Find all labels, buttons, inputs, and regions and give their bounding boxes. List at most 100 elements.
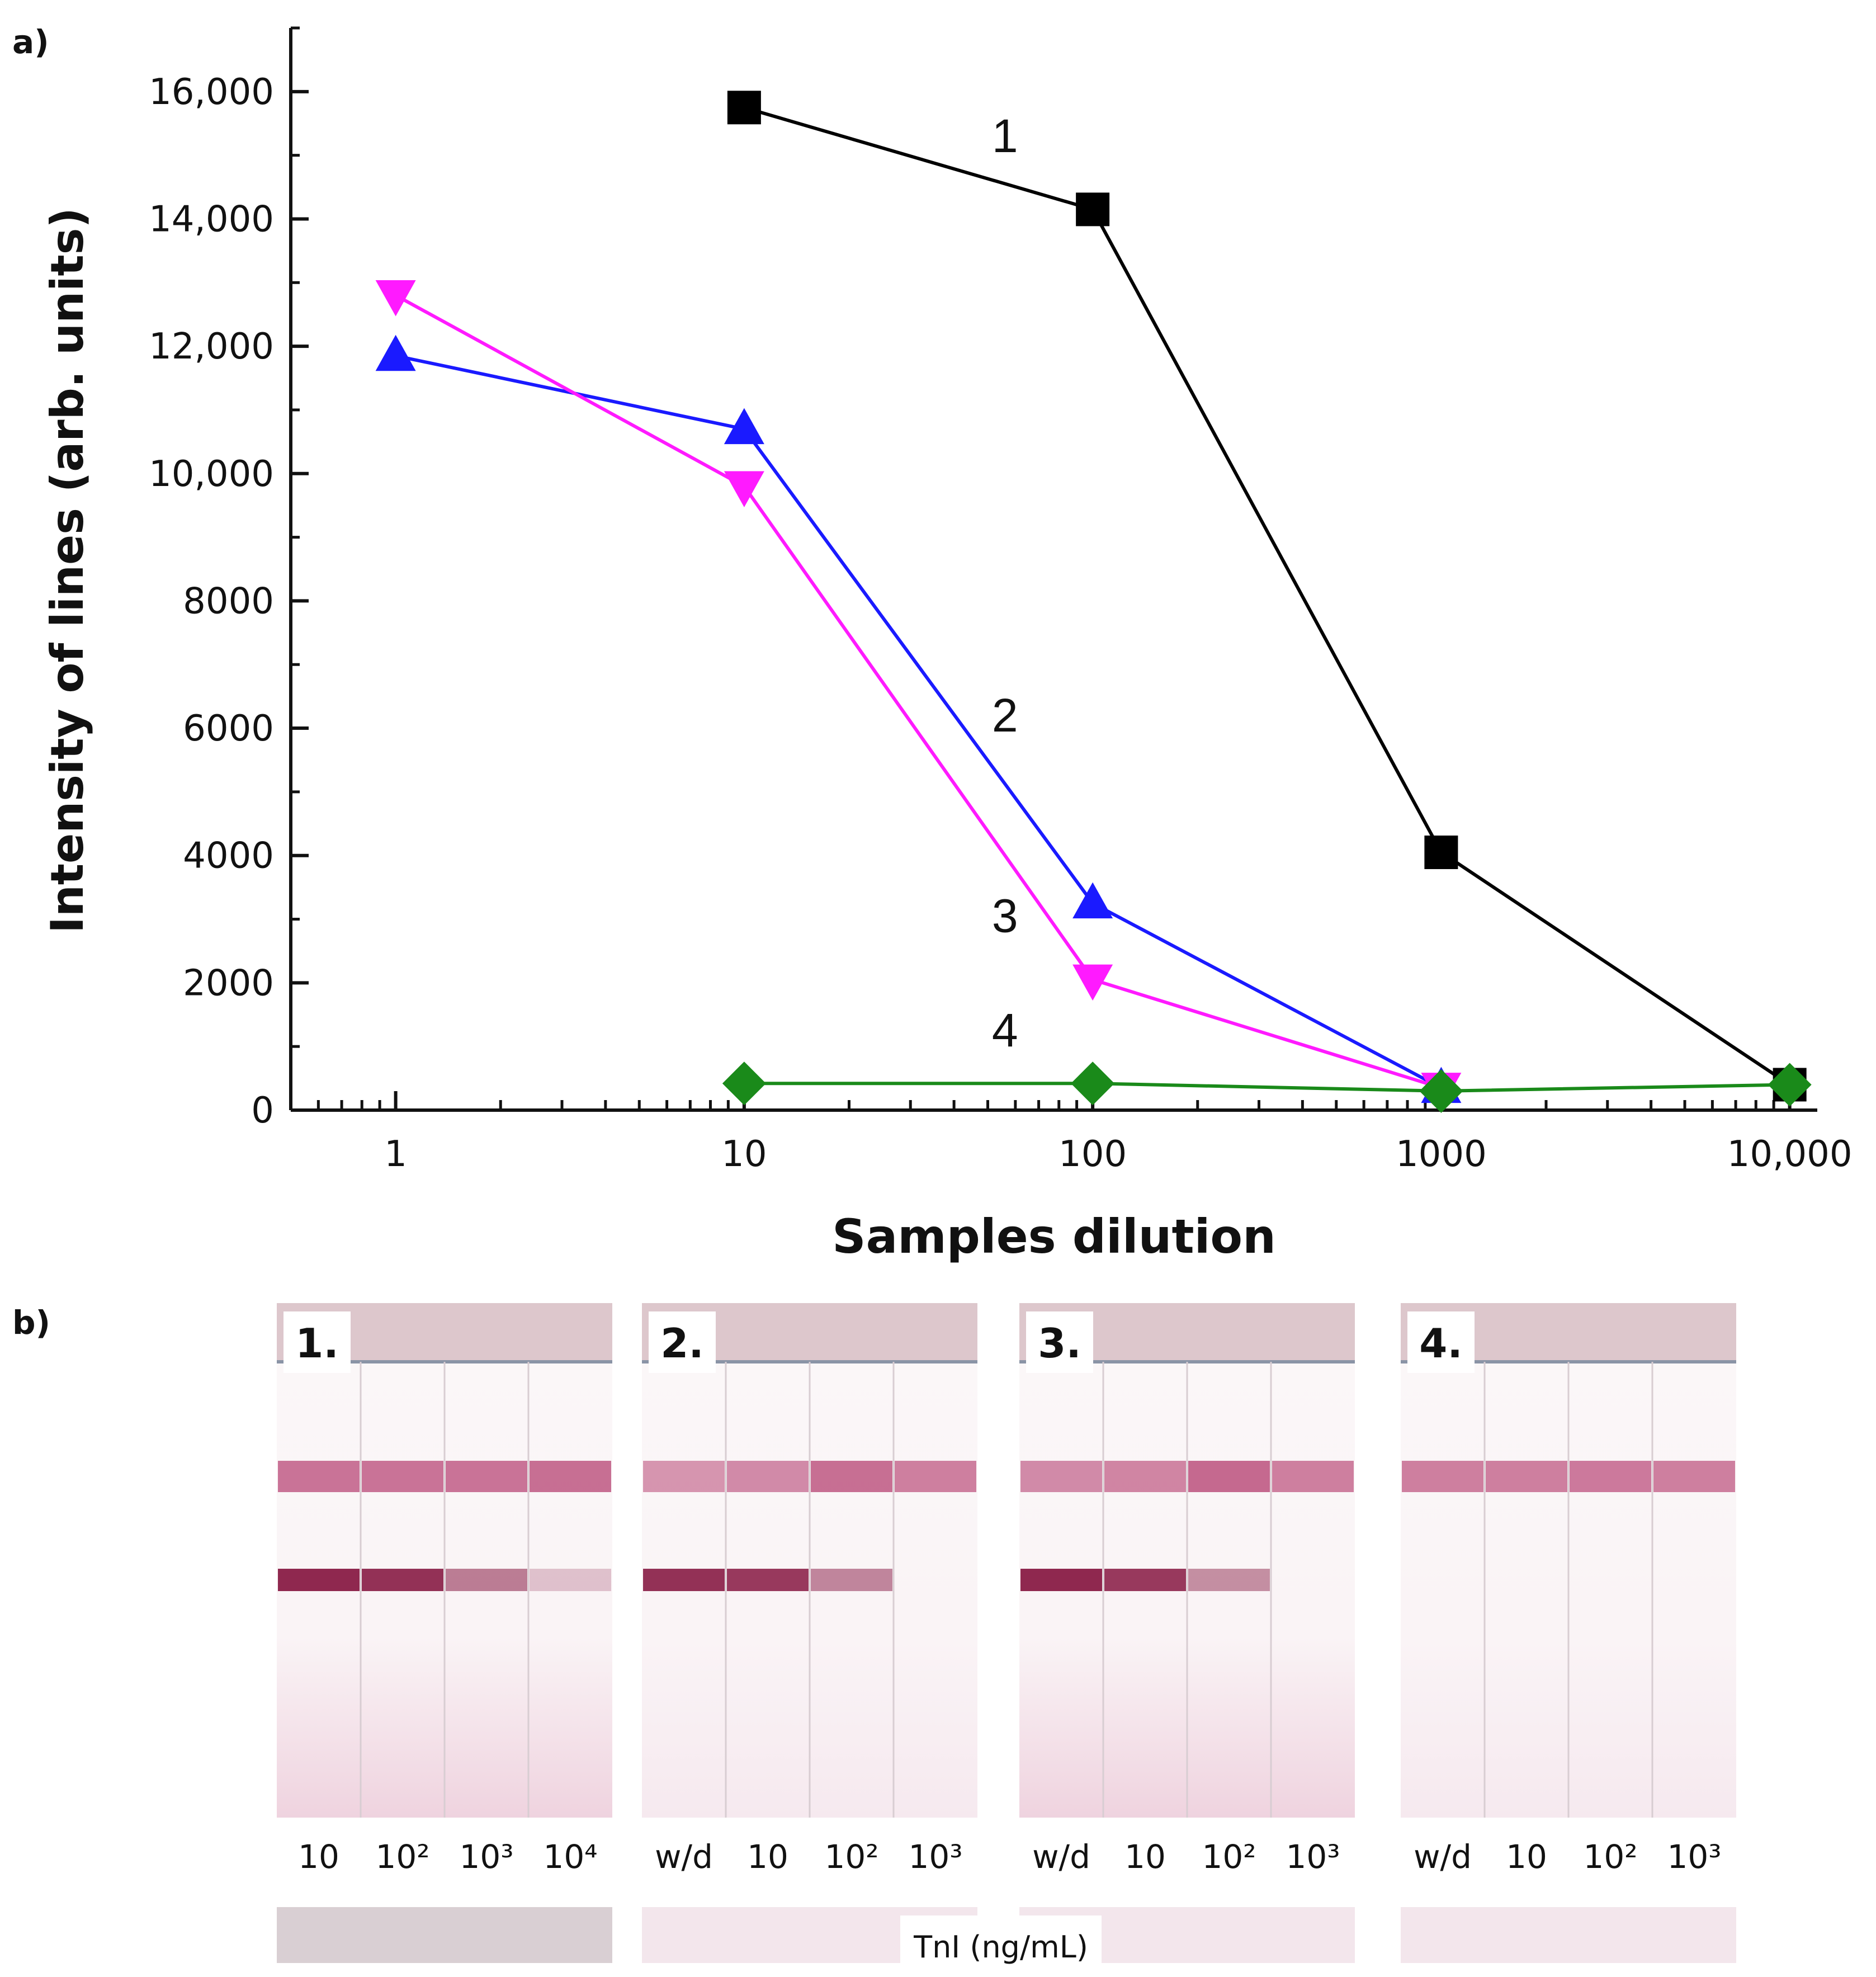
series-1: 1 (727, 91, 1807, 1102)
label-band (1019, 1818, 1355, 1890)
test-line (643, 1569, 725, 1591)
data-point-1-1 (1076, 192, 1110, 227)
control-line (1188, 1461, 1270, 1492)
y-tick-label: 16,000 (149, 72, 274, 113)
series-label-2: 2 (992, 689, 1018, 742)
control-line (727, 1461, 809, 1492)
test-line (727, 1569, 809, 1591)
x-axis-label: Samples dilution (832, 1209, 1276, 1264)
strip-bottom (1401, 1907, 1736, 1963)
y-tick-label: 6000 (183, 708, 274, 749)
control-line (530, 1461, 611, 1492)
data-point-3-1 (724, 471, 764, 508)
lane-label: 10 (1506, 1838, 1547, 1876)
strip-2: w/d 10 10² 10³ 2. (642, 1303, 977, 1963)
lane-label: w/d (1414, 1838, 1472, 1876)
data-point-4-3 (1768, 1063, 1812, 1107)
control-line (278, 1461, 360, 1492)
x-tick-label: 100 (1059, 1134, 1127, 1175)
strip-4: w/d 10 10² 10³ 4. (1401, 1303, 1736, 1963)
panel-label-a: a) (12, 23, 49, 61)
strip-number: 4. (1419, 1320, 1462, 1367)
strip-number: 2. (660, 1320, 703, 1367)
lane-label: 10² (1583, 1838, 1637, 1876)
x-tick-label: 1000 (1396, 1134, 1487, 1175)
test-line (1020, 1569, 1102, 1591)
strip-number-box (283, 1311, 351, 1373)
caption-box (900, 1915, 1102, 1971)
lane-label: 10 (747, 1838, 788, 1876)
strip-number: 3. (1038, 1320, 1081, 1367)
y-tick-label: 8000 (183, 581, 274, 622)
data-point-2-1 (724, 408, 764, 445)
series-3: 3 (375, 280, 1462, 1109)
control-line (1104, 1461, 1186, 1492)
lane-label: 10² (1202, 1838, 1256, 1876)
data-point-2-2 (1072, 882, 1113, 919)
data-point-3-2 (1072, 964, 1113, 1001)
lane-label: 10² (824, 1838, 878, 1876)
series-line-2 (395, 354, 1442, 1089)
strip-1: 10 10² 10³ 10⁴ 1. (277, 1303, 612, 1963)
data-point-2-0 (375, 334, 416, 371)
test-line (278, 1569, 360, 1591)
strip-number-box (1026, 1311, 1093, 1373)
series-2: 2 (375, 334, 1462, 1103)
x-tick-label: 10 (721, 1134, 767, 1175)
strip-number: 1. (295, 1320, 338, 1367)
control-line (643, 1461, 725, 1492)
y-tick-label: 14,000 (149, 199, 274, 240)
lateral-flow-strips: 10 10² 10³ 10⁴ 1. w/d 10 10² 10³ 2. w/d 10 10² 10³ 3. w… (277, 1303, 1736, 1971)
test-line (530, 1569, 611, 1591)
series-label-4: 4 (992, 1004, 1018, 1056)
lane-label: 10⁴ (543, 1838, 597, 1876)
lane-label: 10³ (908, 1838, 962, 1876)
series-label-3: 3 (992, 889, 1018, 942)
control-line (1570, 1461, 1651, 1492)
y-axis-label: Intensity of lines (arb. units) (41, 207, 93, 933)
lane-label: 10³ (459, 1838, 513, 1876)
series-line-1 (744, 106, 1791, 1086)
y-tick-label: 2000 (183, 962, 274, 1004)
data-point-3-0 (375, 280, 416, 317)
y-tick-label: 4000 (183, 836, 274, 877)
control-line (1653, 1461, 1735, 1492)
line-chart: 0 2000 4000 6000 8000 10,000 12,000 14,000 16,00… (41, 26, 1853, 1264)
control-line (811, 1461, 892, 1492)
y-tick-label: 0 (251, 1090, 274, 1131)
lane-label: 10³ (1286, 1838, 1340, 1876)
series-label-1: 1 (992, 110, 1018, 162)
data-point-1-0 (727, 91, 761, 125)
x-tick-label: 10,000 (1727, 1134, 1853, 1175)
control-line (1486, 1461, 1567, 1492)
series-4: 4 (722, 1004, 1812, 1113)
panel-label-b: b) (12, 1304, 50, 1342)
series-line-4 (744, 1082, 1790, 1093)
test-line (446, 1569, 527, 1591)
control-line (362, 1461, 443, 1492)
label-band (642, 1818, 977, 1890)
strip-number-box (1407, 1311, 1475, 1373)
y-tick-label: 10,000 (149, 454, 274, 495)
series-line-3 (395, 294, 1442, 1090)
control-line (1402, 1461, 1483, 1492)
test-line (1104, 1569, 1186, 1591)
strip-bottom (277, 1907, 612, 1963)
lane-label: 10 (1124, 1838, 1166, 1876)
control-line (1020, 1461, 1102, 1492)
lane-label: 10³ (1667, 1838, 1721, 1876)
control-line (446, 1461, 527, 1492)
data-point-4-2 (1419, 1069, 1463, 1113)
data-point-4-0 (722, 1061, 766, 1106)
strip-number-box (649, 1311, 716, 1373)
test-line (811, 1569, 892, 1591)
lane-label: w/d (655, 1838, 713, 1876)
lane-label: w/d (1032, 1838, 1090, 1876)
lane-label: 10 (298, 1838, 339, 1876)
label-band (1401, 1818, 1736, 1890)
test-line (1188, 1569, 1270, 1591)
x-tick-label: 1 (384, 1134, 407, 1175)
strips-caption: TnI (ng/mL) (913, 1929, 1088, 1965)
test-line (362, 1569, 443, 1591)
